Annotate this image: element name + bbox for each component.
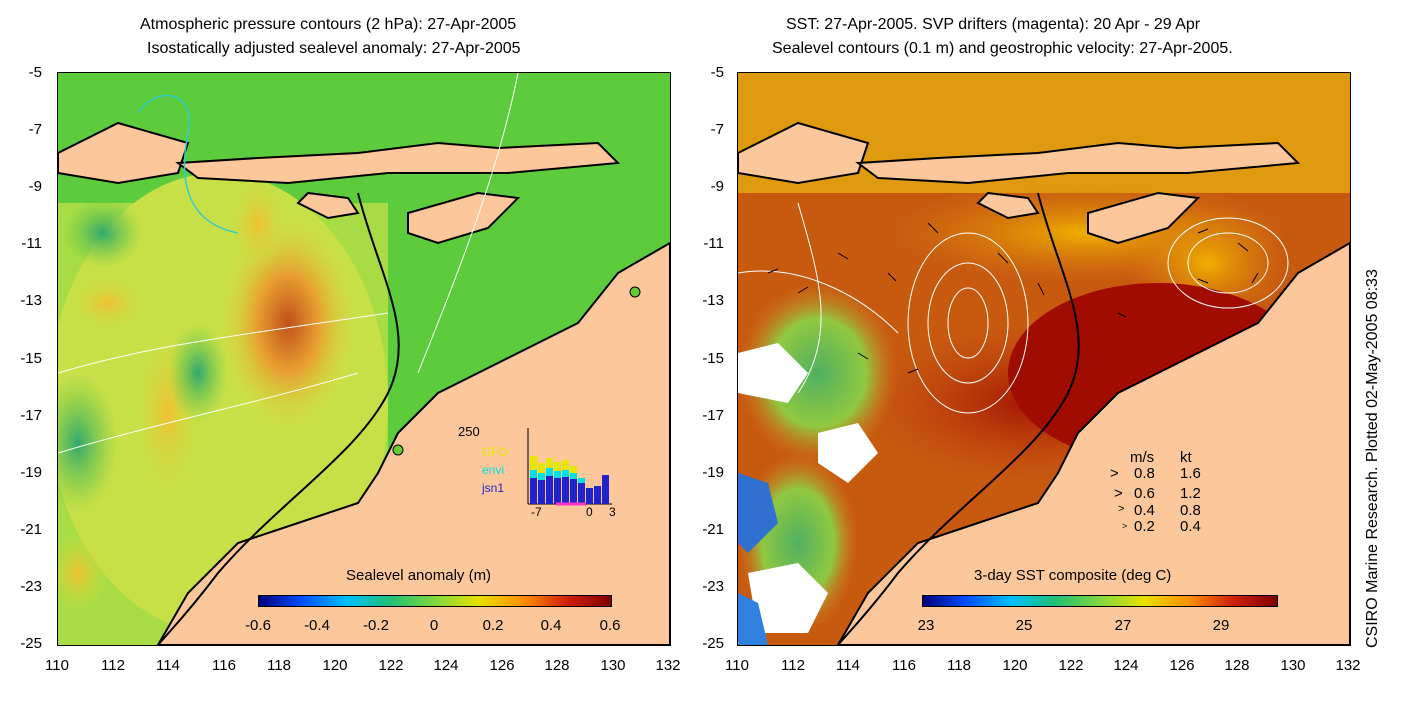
left-colorbar-tick-1: -0.4 bbox=[304, 617, 330, 634]
right-xtick: 110 bbox=[725, 657, 749, 674]
inset-xtick-0: -7 bbox=[531, 505, 542, 519]
left-title-line2: Isostatically adjusted sealevel anomaly:… bbox=[147, 40, 521, 57]
right-xtick: 118 bbox=[947, 657, 971, 674]
right-ytick: -9 bbox=[710, 178, 724, 195]
right-ytick: -23 bbox=[702, 578, 724, 595]
left-xtick: 132 bbox=[655, 657, 681, 674]
right-colorbar bbox=[922, 595, 1278, 607]
left-colorbar-tick-0: -0.6 bbox=[245, 617, 271, 634]
inset-legend-gfo: GFO bbox=[482, 445, 508, 459]
left-xtick: 124 bbox=[433, 657, 459, 674]
right-ytick: -5 bbox=[710, 64, 724, 81]
left-ytick: -13 bbox=[20, 292, 42, 309]
velocity-legend-kt-2: 0.8 bbox=[1180, 502, 1201, 519]
right-ytick: -13 bbox=[702, 292, 724, 309]
inset-xtick-2: 3 bbox=[609, 505, 616, 519]
velocity-legend-arrow-0: > bbox=[1110, 465, 1119, 482]
left-colorbar-tick-6: 0.6 bbox=[599, 617, 621, 634]
right-xtick: 124 bbox=[1113, 657, 1139, 674]
inset-xtick-1: 0 bbox=[586, 505, 593, 519]
left-xtick: 130 bbox=[600, 657, 626, 674]
left-map-graphic bbox=[58, 73, 670, 645]
inset-bars bbox=[530, 456, 609, 506]
left-xtick: 128 bbox=[544, 657, 570, 674]
right-xtick: 116 bbox=[892, 657, 916, 674]
left-colorbar-tick-4: 0.2 bbox=[482, 617, 504, 634]
right-xtick: 112 bbox=[781, 657, 805, 674]
credit-text: CSIRO Marine Research. Plotted 02-May-20… bbox=[1364, 269, 1381, 648]
right-ytick: -15 bbox=[702, 350, 724, 367]
left-xtick: 116 bbox=[212, 657, 236, 674]
left-ytick: -17 bbox=[20, 407, 42, 424]
right-xtick: 120 bbox=[1002, 657, 1028, 674]
left-xtick: 120 bbox=[322, 657, 348, 674]
left-ytick: -25 bbox=[20, 635, 42, 652]
left-xtick: 126 bbox=[489, 657, 515, 674]
left-colorbar bbox=[258, 595, 612, 607]
velocity-legend-kt-0: 1.6 bbox=[1180, 465, 1201, 482]
velocity-legend-ms-2: 0.4 bbox=[1134, 502, 1155, 519]
right-xtick: 128 bbox=[1224, 657, 1250, 674]
right-ytick: -7 bbox=[710, 121, 724, 138]
right-xtick: 130 bbox=[1280, 657, 1306, 674]
inset-legend-jsn1: jsn1 bbox=[482, 481, 505, 495]
velocity-legend-arrow-2: > bbox=[1118, 503, 1125, 515]
right-colorbar-tick-2: 27 bbox=[1114, 617, 1132, 634]
right-xtick: 132 bbox=[1335, 657, 1361, 674]
left-colorbar-title: Sealevel anomaly (m) bbox=[346, 567, 492, 584]
left-xtick: 110 bbox=[45, 657, 69, 674]
left-map-sealevel-anomaly: 250 GFO envi jsn1 -7 0 3 Sealevel anomal… bbox=[57, 72, 671, 646]
right-colorbar-tick-3: 29 bbox=[1212, 617, 1230, 634]
right-xtick: 122 bbox=[1058, 657, 1084, 674]
right-ytick: -17 bbox=[702, 407, 724, 424]
left-xtick: 114 bbox=[156, 657, 180, 674]
velocity-legend-ms-1: 0.6 bbox=[1134, 485, 1155, 502]
inset-histogram bbox=[527, 428, 612, 506]
velocity-legend-kt-3: 0.4 bbox=[1180, 518, 1201, 535]
right-xtick: 126 bbox=[1169, 657, 1195, 674]
velocity-legend-header-kt: kt bbox=[1180, 449, 1192, 466]
left-ytick: -7 bbox=[28, 121, 42, 138]
velocity-legend-ms-3: 0.2 bbox=[1134, 518, 1155, 535]
inset-legend-envi: envi bbox=[482, 463, 505, 477]
right-ytick: -25 bbox=[702, 635, 724, 652]
left-ytick: -19 bbox=[20, 464, 42, 481]
sealevel-contours bbox=[738, 202, 1289, 414]
left-xtick: 118 bbox=[267, 657, 291, 674]
left-ytick: -21 bbox=[20, 521, 42, 538]
right-ytick: -19 bbox=[702, 464, 724, 481]
left-ytick: -15 bbox=[20, 350, 42, 367]
left-ytick: -11 bbox=[21, 235, 42, 252]
velocity-legend-header-ms: m/s bbox=[1130, 449, 1155, 466]
left-colorbar-tick-2: -0.2 bbox=[363, 617, 389, 634]
left-xtick: 122 bbox=[378, 657, 404, 674]
left-ytick: -5 bbox=[28, 64, 42, 81]
right-title-line1: SST: 27-Apr-2005. SVP drifters (magenta)… bbox=[786, 16, 1201, 33]
right-colorbar-tick-0: 23 bbox=[917, 617, 935, 634]
left-colorbar-tick-5: 0.4 bbox=[540, 617, 562, 634]
left-ytick: -23 bbox=[20, 578, 42, 595]
right-colorbar-tick-1: 25 bbox=[1015, 617, 1033, 634]
right-title-line2: Sealevel contours (0.1 m) and geostrophi… bbox=[772, 40, 1233, 57]
left-colorbar-tick-3: 0 bbox=[429, 617, 439, 634]
velocity-legend-ms-0: 0.8 bbox=[1134, 465, 1155, 482]
right-ytick: -21 bbox=[702, 521, 724, 538]
velocity-arrows bbox=[767, 222, 1259, 374]
velocity-legend-arrow-1: > bbox=[1114, 485, 1123, 502]
right-map-sst: m/s kt > 0.8 1.6 > 0.6 1.2 > 0.4 0.8 > 0… bbox=[737, 72, 1351, 646]
right-map-graphic bbox=[738, 73, 1350, 645]
velocity-legend-arrow-3: > bbox=[1122, 521, 1128, 531]
velocity-legend-kt-1: 1.2 bbox=[1180, 485, 1201, 502]
inset-ymax: 250 bbox=[458, 424, 480, 439]
right-colorbar-title: 3-day SST composite (deg C) bbox=[974, 567, 1172, 584]
left-ytick: -9 bbox=[28, 178, 42, 195]
left-xtick: 112 bbox=[101, 657, 125, 674]
right-ytick: -11 bbox=[703, 235, 724, 252]
right-xtick: 114 bbox=[836, 657, 860, 674]
left-title-line1: Atmospheric pressure contours (2 hPa): 2… bbox=[140, 16, 517, 33]
